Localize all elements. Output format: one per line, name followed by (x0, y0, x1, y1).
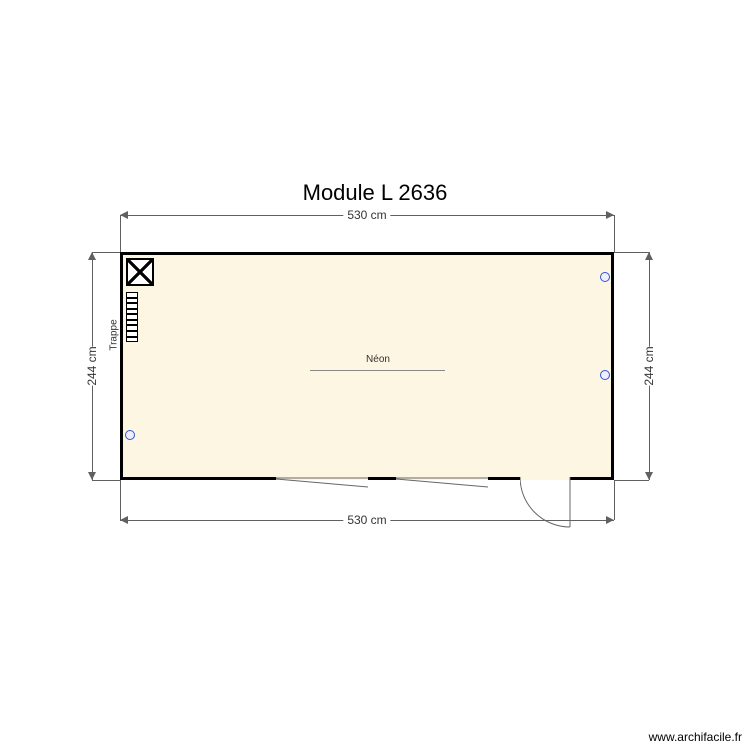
outlet-icon (600, 272, 610, 282)
room-outline (120, 252, 614, 480)
outlet-icon (125, 430, 135, 440)
watermark: www.archifacile.fr (649, 730, 742, 744)
floorplan-canvas: Module L 2636 530 cm 530 cm 244 cm 244 c… (0, 0, 750, 750)
plan-title: Module L 2636 (0, 180, 750, 206)
neon-light-icon (310, 370, 445, 372)
trappe-hatch (126, 292, 138, 342)
neon-label: Néon (366, 354, 390, 365)
outlet-icon (600, 370, 610, 380)
trappe-label: Trappe (109, 319, 120, 350)
electrical-panel-icon (126, 258, 154, 286)
